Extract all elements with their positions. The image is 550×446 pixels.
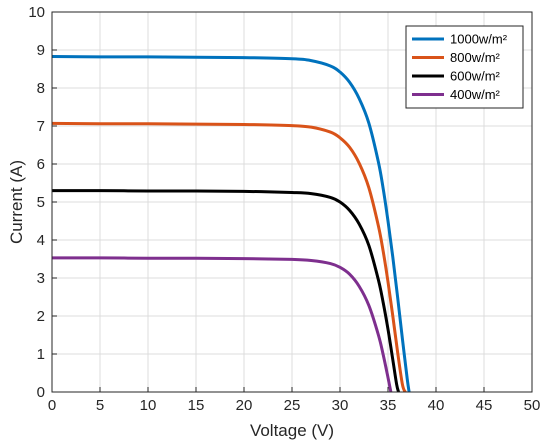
y-tick-label: 10 [28, 4, 45, 21]
y-tick-label: 6 [37, 156, 45, 173]
y-tick-label: 3 [37, 270, 45, 287]
y-tick-label: 0 [37, 384, 45, 401]
x-tick-label: 20 [236, 397, 253, 414]
series-line [51, 256, 393, 393]
y-tick-label: 2 [37, 308, 45, 325]
legend-entry-label: 1000w/m² [450, 32, 508, 47]
y-tick-label: 5 [37, 194, 45, 211]
x-tick-label: 45 [476, 397, 493, 414]
legend: 1000w/m² 800w/m² 600w/m² 400w/m² [405, 25, 524, 109]
series-line [51, 54, 411, 393]
x-tick-label: 30 [332, 397, 349, 414]
legend-entry-label: 400w/m² [450, 87, 501, 102]
y-tick-label: 8 [37, 80, 45, 97]
x-tick-label: 35 [380, 397, 397, 414]
legend-entry-label: 600w/m² [450, 69, 501, 84]
x-tick-label: 50 [524, 397, 541, 414]
y-tick-label: 1 [37, 346, 45, 363]
y-tick-label: 4 [37, 232, 45, 249]
x-tick-label: 0 [48, 397, 56, 414]
x-tick-label: 25 [284, 397, 301, 414]
series-lines [51, 54, 411, 393]
y-tick-label: 7 [37, 118, 45, 135]
x-tick-label: 40 [428, 397, 445, 414]
legend-entry-label: 800w/m² [450, 50, 501, 65]
series-line [51, 189, 401, 393]
y-tick-label: 9 [37, 42, 45, 59]
series-line [51, 121, 407, 393]
x-axis-label: Voltage (V) [250, 421, 334, 440]
x-tick-label: 10 [140, 397, 157, 414]
y-axis-label: Current (A) [7, 160, 26, 244]
x-tick-label: 15 [188, 397, 205, 414]
x-tick-label: 5 [96, 397, 104, 414]
